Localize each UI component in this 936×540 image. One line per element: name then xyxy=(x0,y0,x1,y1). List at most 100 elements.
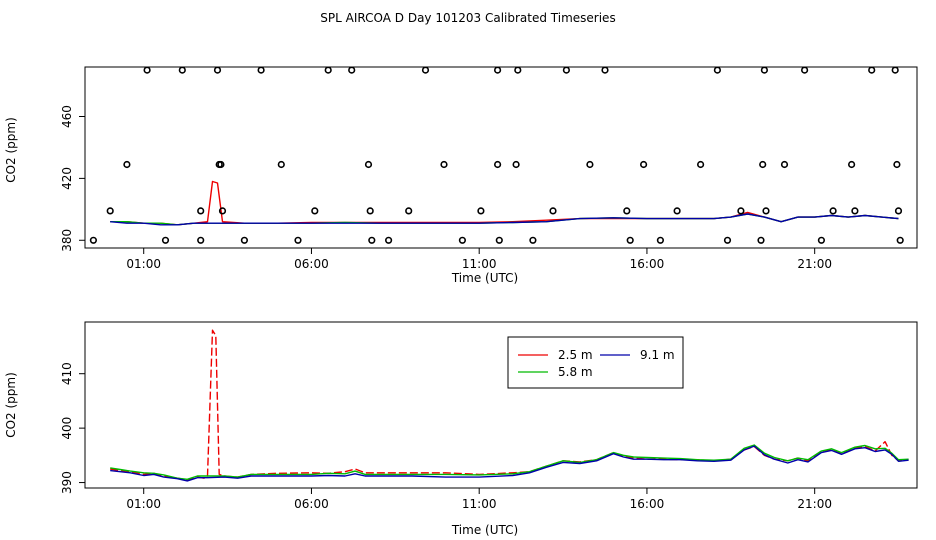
data-point-marker xyxy=(896,236,904,244)
x-tick-label: 16:00 xyxy=(630,257,665,271)
data-point-marker xyxy=(514,66,522,74)
data-point-marker xyxy=(601,66,609,74)
x-tick-label: 01:00 xyxy=(126,257,161,271)
bottom-panel-plot xyxy=(110,329,909,482)
data-point-marker xyxy=(549,207,557,215)
data-point-marker xyxy=(529,236,537,244)
series-line-5-8-m xyxy=(110,444,909,480)
x-tick-label: 16:00 xyxy=(630,497,665,511)
series-line-2-5-m xyxy=(110,180,899,226)
series-line-9-1-m xyxy=(110,213,899,226)
data-point-marker xyxy=(217,160,225,169)
data-point-marker xyxy=(626,236,634,244)
top-panel-frame xyxy=(84,66,918,249)
data-point-marker xyxy=(421,66,430,74)
data-point-marker xyxy=(294,236,302,244)
data-point-marker xyxy=(893,160,901,169)
legend: 2.5 m 5.8 m 9.1 m xyxy=(507,336,684,389)
x-tick-label: 06:00 xyxy=(294,257,329,271)
data-point-marker xyxy=(311,207,319,215)
bottom-x-axis-title: Time (UTC) xyxy=(451,523,518,537)
top-panel-axes: 01:00 06:00 11:00 16:00 21:00 380 420 460 xyxy=(60,105,832,271)
top-panel: 01:00 06:00 11:00 16:00 21:00 380 420 460 Time … xyxy=(4,66,918,285)
legend-label-9-1m: 9.1 m xyxy=(640,348,675,362)
data-point-marker xyxy=(800,66,809,74)
data-point-marker xyxy=(324,66,332,74)
figure-title: SPL AIRCOA D Day 101203 Calibrated Times… xyxy=(320,11,615,25)
data-point-marker xyxy=(123,160,131,169)
bottom-panel-axes: 01:00 06:00 11:00 16:00 21:00 390 400 410 xyxy=(60,362,832,511)
data-point-marker xyxy=(512,160,520,169)
data-point-marker xyxy=(213,66,222,74)
data-point-marker xyxy=(366,207,374,215)
data-point-marker xyxy=(713,66,722,74)
bottom-panel-frame xyxy=(84,321,918,489)
legend-label-5-8m: 5.8 m xyxy=(558,365,593,379)
data-point-marker xyxy=(364,160,373,169)
bottom-panel: 01:00 06:00 11:00 16:00 21:00 390 400 410 Time … xyxy=(4,321,918,537)
series-line-9-1-m xyxy=(110,445,909,482)
x-tick-label: 06:00 xyxy=(294,497,329,511)
data-point-marker xyxy=(197,207,205,215)
data-point-marker xyxy=(723,236,732,244)
x-tick-label: 11:00 xyxy=(462,497,497,511)
top-x-axis-title: Time (UTC) xyxy=(451,271,518,285)
data-point-marker xyxy=(405,207,413,215)
data-point-marker xyxy=(829,207,837,215)
top-y-axis-title: CO2 (ppm) xyxy=(4,117,18,183)
data-point-marker xyxy=(218,207,227,215)
y-tick-label: 460 xyxy=(60,105,74,128)
data-point-marker xyxy=(495,236,503,244)
data-point-marker xyxy=(240,236,248,244)
data-point-marker xyxy=(847,160,856,169)
data-point-marker xyxy=(89,236,97,244)
data-point-marker xyxy=(639,160,648,169)
data-point-marker xyxy=(257,66,265,74)
y-tick-label: 390 xyxy=(60,471,74,494)
data-point-marker xyxy=(385,236,393,244)
data-point-marker xyxy=(348,66,356,74)
data-point-marker xyxy=(368,236,376,244)
x-tick-label: 01:00 xyxy=(126,497,161,511)
data-point-marker xyxy=(737,207,745,215)
data-point-marker xyxy=(780,160,789,169)
data-point-marker xyxy=(760,66,769,74)
legend-box xyxy=(507,336,684,389)
data-point-marker xyxy=(586,160,594,169)
data-point-marker xyxy=(759,160,767,169)
data-point-marker xyxy=(562,66,571,74)
data-point-marker xyxy=(143,66,151,74)
data-point-marker xyxy=(623,207,631,215)
y-tick-label: 420 xyxy=(60,167,74,190)
bottom-y-axis-title: CO2 (ppm) xyxy=(4,372,18,438)
data-point-marker xyxy=(817,236,826,244)
data-point-marker xyxy=(106,207,114,215)
data-point-marker xyxy=(673,207,681,215)
data-point-marker xyxy=(696,160,705,169)
x-tick-label: 21:00 xyxy=(797,497,832,511)
y-tick-label: 380 xyxy=(60,229,74,252)
data-point-marker xyxy=(197,236,205,244)
data-point-marker xyxy=(891,66,899,74)
legend-label-2-5m: 2.5 m xyxy=(558,348,593,362)
y-tick-label: 400 xyxy=(60,417,74,440)
data-point-marker xyxy=(161,236,170,244)
data-point-marker xyxy=(178,66,186,74)
data-point-marker xyxy=(458,236,467,244)
data-point-marker xyxy=(656,236,665,244)
data-point-marker xyxy=(868,66,876,74)
data-point-marker xyxy=(762,207,770,215)
data-point-marker xyxy=(494,160,502,169)
y-tick-label: 410 xyxy=(60,362,74,385)
x-tick-label: 11:00 xyxy=(462,257,497,271)
x-tick-label: 21:00 xyxy=(797,257,832,271)
data-point-marker xyxy=(494,66,502,74)
data-point-marker xyxy=(477,207,485,215)
data-point-marker xyxy=(277,160,285,169)
data-point-marker xyxy=(757,236,765,244)
data-point-marker xyxy=(894,207,903,215)
data-point-marker xyxy=(851,207,859,215)
data-point-marker xyxy=(440,160,448,169)
top-panel-plot xyxy=(89,66,904,244)
